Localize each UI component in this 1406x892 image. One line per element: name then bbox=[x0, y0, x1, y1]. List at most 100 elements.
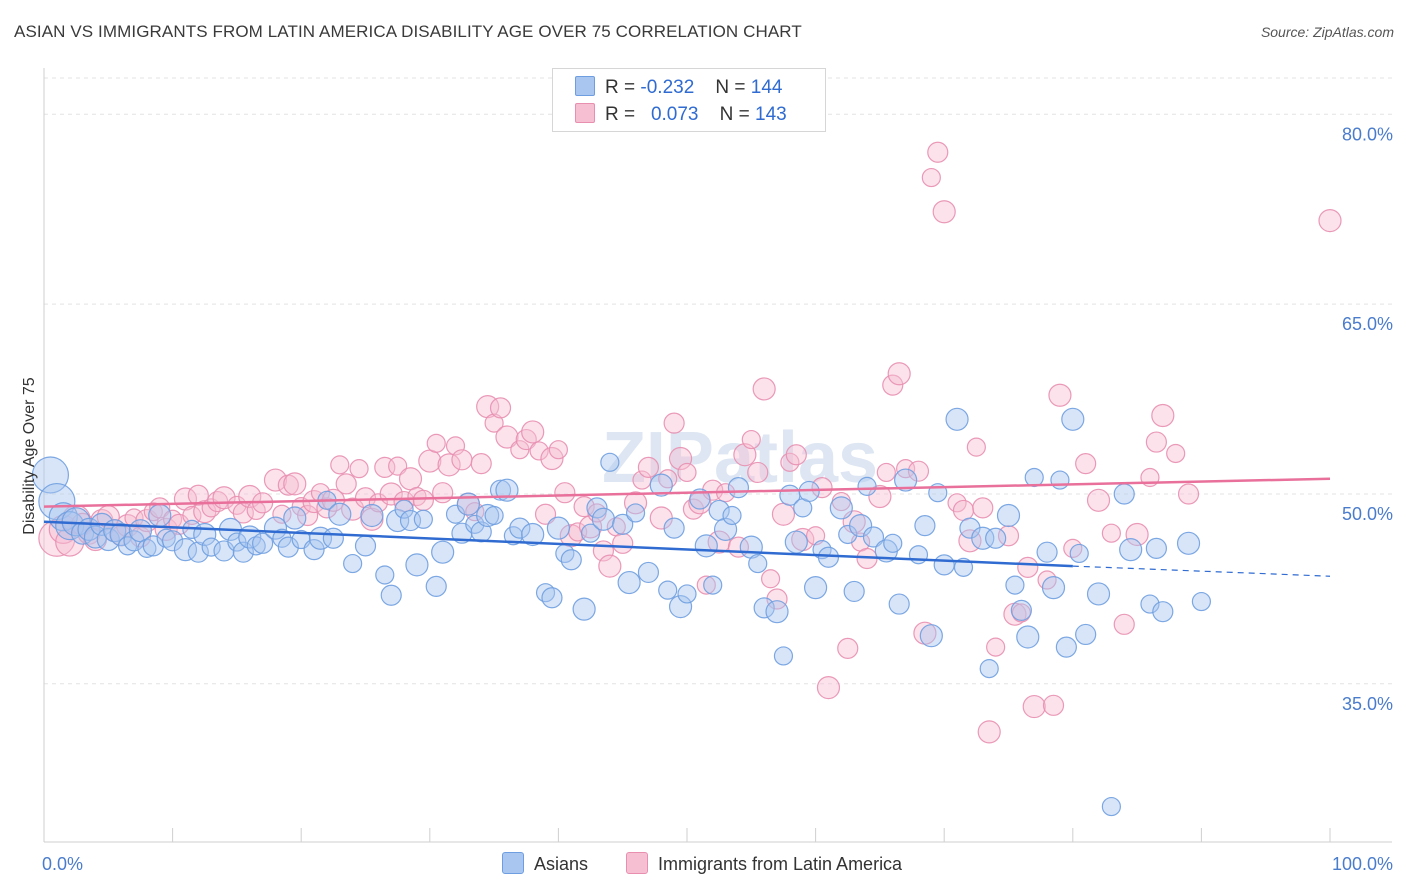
latam-point-97 bbox=[702, 479, 724, 501]
latam-point-32 bbox=[263, 468, 288, 492]
legend-swatch-asians bbox=[575, 76, 595, 96]
series-asians-points bbox=[31, 407, 1212, 817]
latam-point-147 bbox=[1101, 523, 1121, 543]
asians-point-35 bbox=[283, 506, 307, 530]
asians-point-95 bbox=[765, 600, 789, 624]
tick-labels: 80.0% 65.0% 50.0% 35.0% 0.0% 100.0% bbox=[42, 124, 1393, 874]
latam-point-121 bbox=[882, 374, 904, 396]
asians-point-109 bbox=[862, 526, 885, 548]
asians-point-132 bbox=[1050, 470, 1070, 490]
chart-title: ASIAN VS IMMIGRANTS FROM LATIN AMERICA D… bbox=[14, 22, 802, 41]
n-label: N = bbox=[715, 77, 746, 98]
asians-point-83 bbox=[668, 595, 693, 619]
latam-point-71 bbox=[521, 420, 545, 444]
x-tick-label-start: 0.0% bbox=[42, 854, 83, 874]
asians-point-136 bbox=[1075, 623, 1097, 646]
latam-point-133 bbox=[972, 497, 994, 519]
asians-point-52 bbox=[425, 575, 447, 597]
latam-point-75 bbox=[548, 440, 569, 460]
latam-point-115 bbox=[837, 637, 859, 659]
bottom-legend-swatch-asians bbox=[502, 852, 524, 874]
latam-point-139 bbox=[1017, 556, 1039, 578]
asians-point-42 bbox=[343, 553, 363, 574]
asians-point-108 bbox=[857, 476, 877, 496]
r-label: R = bbox=[605, 104, 636, 125]
asians-point-111 bbox=[883, 533, 903, 553]
latam-point-55 bbox=[412, 489, 434, 511]
latam-point-73 bbox=[534, 503, 557, 525]
latam-point-104 bbox=[752, 377, 776, 401]
latam-point-33 bbox=[272, 504, 292, 524]
asians-point-65 bbox=[521, 522, 545, 547]
asians-point-130 bbox=[1036, 541, 1058, 563]
latam-point-61 bbox=[451, 449, 473, 471]
latam-point-103 bbox=[747, 461, 769, 484]
latam-point-51 bbox=[388, 456, 408, 476]
legend-row-latam: R = 0.073 N = 143 bbox=[575, 103, 787, 127]
asians-point-18 bbox=[156, 528, 176, 548]
asians-point-91 bbox=[727, 477, 750, 499]
asians-point-114 bbox=[908, 545, 929, 565]
asians-point-31 bbox=[252, 532, 274, 554]
latam-point-127 bbox=[927, 141, 949, 163]
asians-point-45 bbox=[375, 565, 395, 585]
latam-point-124 bbox=[907, 460, 930, 482]
asians-point-75 bbox=[600, 452, 620, 472]
bottom-legend-label-latam: Immigrants from Latin America bbox=[658, 854, 903, 874]
y-tick-label-1: 65.0% bbox=[1342, 314, 1393, 334]
asians-point-73 bbox=[586, 497, 608, 519]
asians-point-124 bbox=[985, 527, 1007, 549]
latam-point-128 bbox=[932, 200, 956, 224]
asians-point-47 bbox=[386, 508, 410, 533]
asians-point-41 bbox=[328, 502, 352, 526]
latam-point-109 bbox=[785, 444, 807, 466]
latam-point-153 bbox=[1166, 443, 1186, 464]
asians-point-70 bbox=[560, 549, 582, 571]
latam-point-120 bbox=[876, 462, 896, 483]
asians-point-30 bbox=[246, 536, 266, 556]
asians-point-53 bbox=[431, 540, 455, 564]
asians-point-33 bbox=[272, 528, 292, 548]
asians-point-112 bbox=[888, 593, 910, 615]
asians-point-51 bbox=[413, 509, 433, 529]
latam-point-111 bbox=[805, 526, 826, 546]
asians-point-5 bbox=[70, 521, 95, 545]
asians-point-79 bbox=[637, 561, 660, 584]
asians-point-20 bbox=[173, 538, 198, 562]
asians-point-86 bbox=[694, 534, 718, 558]
asians-point-40 bbox=[322, 527, 344, 549]
latam-point-93 bbox=[677, 462, 697, 483]
latam-point-74 bbox=[540, 446, 564, 471]
asians-point-137 bbox=[1086, 582, 1111, 606]
trend-line-asians-extension bbox=[1072, 565, 1331, 577]
asians-point-90 bbox=[722, 505, 742, 526]
asians-point-98 bbox=[784, 530, 808, 554]
r-value-latam: 0.073 bbox=[650, 104, 699, 125]
asians-point-140 bbox=[1119, 538, 1143, 562]
latam-point-85 bbox=[612, 532, 634, 554]
latam-point-155 bbox=[1318, 209, 1342, 233]
latam-point-140 bbox=[1022, 694, 1046, 719]
asians-point-74 bbox=[591, 507, 616, 531]
asians-point-19 bbox=[162, 530, 184, 552]
asians-point-116 bbox=[919, 624, 943, 648]
asians-point-131 bbox=[1041, 576, 1066, 600]
asians-point-37 bbox=[303, 539, 325, 561]
latam-point-58 bbox=[432, 482, 454, 504]
latam-point-101 bbox=[733, 443, 757, 467]
y-axis-label: Disability Age Over 75 bbox=[21, 377, 38, 535]
asians-point-81 bbox=[658, 580, 678, 600]
asians-point-11 bbox=[109, 522, 133, 547]
asians-point-60 bbox=[484, 505, 504, 526]
latam-point-151 bbox=[1145, 431, 1167, 453]
asians-point-133 bbox=[1055, 636, 1077, 658]
latam-point-148 bbox=[1113, 613, 1135, 635]
asians-point-129 bbox=[1024, 467, 1044, 488]
latam-point-138 bbox=[1011, 603, 1031, 623]
asians-point-34 bbox=[277, 536, 299, 558]
latam-point-83 bbox=[598, 554, 622, 578]
asians-point-142 bbox=[1152, 601, 1174, 623]
asians-point-87 bbox=[703, 575, 723, 595]
asians-point-93 bbox=[748, 553, 768, 574]
asians-point-105 bbox=[838, 524, 858, 545]
